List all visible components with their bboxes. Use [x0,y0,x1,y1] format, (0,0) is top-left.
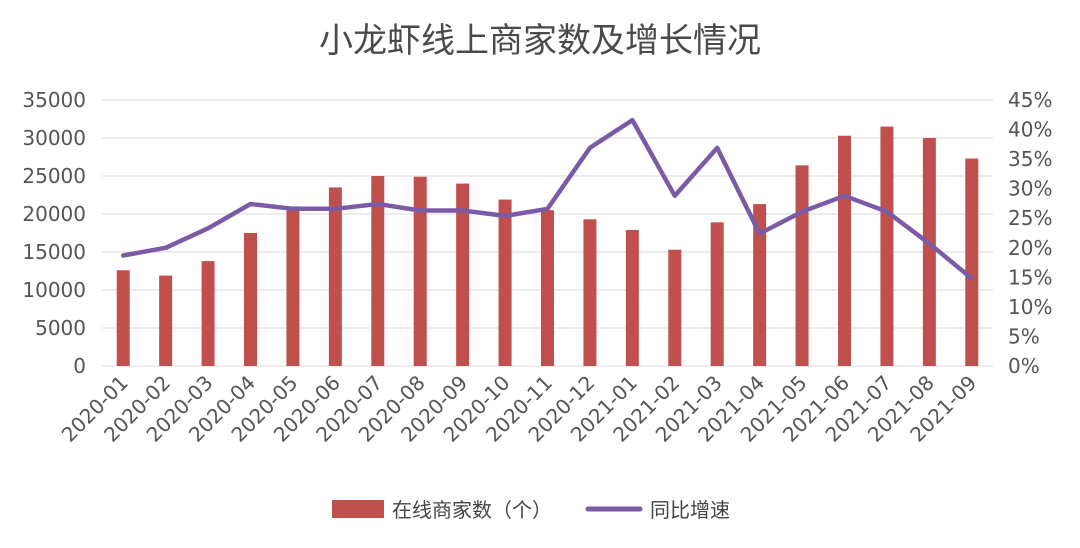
bar [668,249,682,366]
bar [371,176,385,366]
left-tick-label: 20000 [22,202,86,226]
x-axis-ticks: 2020-012020-022020-032020-042020-052020-… [57,371,982,447]
bar [413,176,427,366]
line-point [674,195,676,197]
bar [498,199,512,366]
line-point [547,208,548,210]
line-point [928,243,930,245]
right-tick-label: 40% [1008,118,1052,142]
bar [328,187,342,366]
legend-bar-label: 在线商家数（个） [392,498,552,522]
bar [880,126,894,366]
bar [838,135,851,366]
bar [710,222,724,366]
bar [244,233,257,366]
bar-series [116,126,979,366]
bar [583,219,597,366]
left-axis-ticks: 0 5000 10000 15000 20000 25000 30000 35000 [22,88,86,378]
left-tick-label: 0 [73,354,86,378]
bar [201,261,215,366]
line-point [759,233,761,235]
bar [541,210,554,366]
right-tick-label: 35% [1008,147,1052,171]
line-point [844,195,845,197]
line-point [419,210,421,212]
line-point [334,208,336,210]
line-series [120,117,975,281]
bar [965,158,979,366]
line-point [971,278,973,280]
line-point [589,147,591,149]
bar [625,229,639,366]
legend-line-label: 同比增速 [650,498,730,522]
bar [795,165,809,366]
right-axis-ticks: 0% 5% 10% 15% 20% 25% 30% 35% 40% 45% [1008,88,1052,378]
right-tick-label: 45% [1008,88,1052,112]
line-point [207,227,209,229]
line-point [801,211,803,213]
right-tick-label: 15% [1008,265,1052,289]
left-tick-label: 35000 [22,88,86,112]
bar [456,183,470,366]
left-tick-label: 25000 [22,164,86,188]
line-point [886,211,888,213]
left-tick-label: 30000 [22,126,86,150]
bar [159,275,173,366]
bar [116,270,130,366]
line-point [377,203,379,205]
right-tick-label: 30% [1008,177,1052,201]
chart-title: 小龙虾线上商家数及增长情况 [319,21,761,61]
bar [922,138,936,366]
line-point [165,247,167,249]
legend: 在线商家数（个） 同比增速 [332,498,730,522]
left-tick-label: 10000 [22,278,86,302]
legend-bar-swatch [332,500,384,518]
line-point [504,215,506,217]
line-point [631,119,633,121]
bar [286,206,300,366]
line-point [250,203,251,205]
line-point [122,254,124,256]
left-tick-label: 5000 [35,316,86,340]
bar [753,204,767,366]
line-point [292,208,294,210]
right-tick-label: 5% [1008,324,1040,348]
right-tick-label: 20% [1008,236,1052,260]
line-point [462,210,464,212]
right-tick-label: 25% [1008,206,1052,230]
right-tick-label: 0% [1008,354,1040,378]
line-point [716,147,718,149]
right-tick-label: 10% [1008,295,1052,319]
left-tick-label: 15000 [22,240,86,264]
